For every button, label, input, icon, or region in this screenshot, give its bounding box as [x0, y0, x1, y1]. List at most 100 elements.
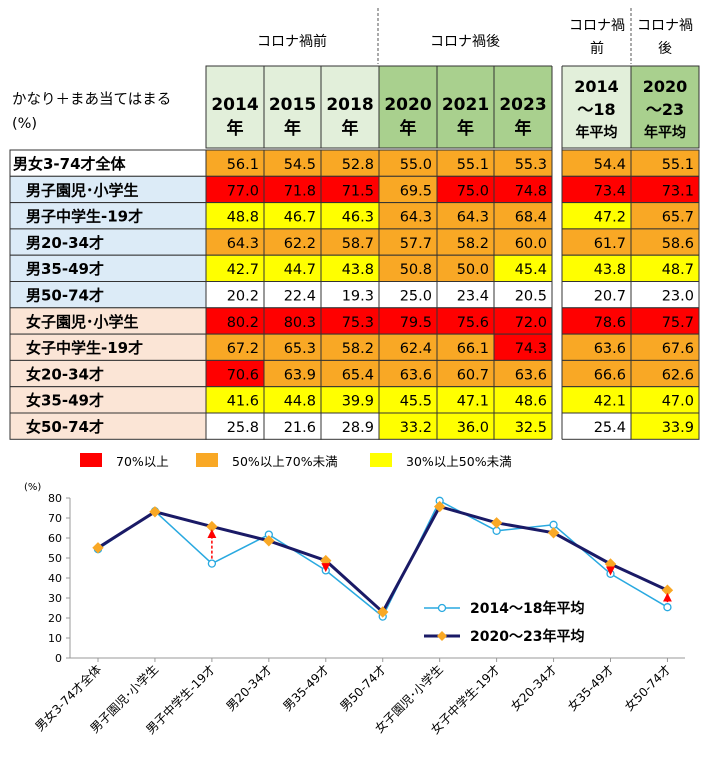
cell-value: 73.4	[594, 183, 626, 199]
x-tick-label: 女50-74才	[621, 662, 673, 714]
cell-fill	[436, 333, 495, 361]
cell-value: 64.3	[227, 236, 259, 252]
y-tick-label: 80	[48, 492, 62, 505]
cell-fill	[630, 175, 700, 204]
cell-fill	[378, 202, 438, 230]
cell-value: 20.7	[594, 289, 626, 305]
legend-swatch	[196, 453, 218, 467]
row-label: 男女3-74才全体	[13, 155, 127, 173]
row-label: 男35-49才	[26, 260, 104, 278]
x-tick-label: 女20-34才	[507, 662, 559, 714]
cell-value: 55.3	[515, 157, 547, 173]
cell-value: 43.8	[594, 262, 626, 278]
cell-fill	[263, 412, 322, 440]
cell-fill	[378, 175, 438, 204]
cell-value: 66.6	[594, 367, 626, 383]
column-header-6: 2014 ～18 年平均	[561, 65, 632, 149]
cell-fill	[493, 359, 553, 388]
column-header-2: 2018 年	[320, 65, 380, 149]
cell-fill	[493, 386, 553, 414]
cell-value: 48.7	[662, 262, 694, 278]
y-tick-label: 60	[48, 532, 62, 545]
cell-value: 60.0	[515, 236, 547, 252]
svg-text:～18: ～18	[577, 100, 615, 119]
cell-value: 32.5	[515, 420, 547, 436]
table-row: 男35-49才 42.7 44.7 43.8 50.8 50.0 45.4 43.8 48.7	[9, 254, 700, 282]
column-header-3: 2020 年	[378, 65, 438, 149]
legend-swatch	[80, 453, 102, 467]
svg-text:2021: 2021	[442, 95, 489, 115]
cell-value: 74.3	[515, 341, 547, 357]
series-point	[321, 566, 330, 575]
table-row: 男子園児･小学生 77.0 71.8 71.5 69.5 75.0 74.8 73.4 73.1	[9, 175, 700, 204]
cell-value: 45.5	[400, 394, 432, 410]
cell-fill	[561, 386, 632, 414]
cell-value: 47.2	[594, 210, 626, 226]
row-label: 女50-74才	[26, 418, 104, 436]
cell-value: 58.2	[342, 341, 374, 357]
cell-value: 55.1	[457, 157, 489, 173]
svg-text:年: 年	[457, 118, 474, 139]
cell-value: 21.6	[284, 420, 316, 436]
x-tick-label: 女35-49才	[564, 662, 616, 714]
cell-value: 72.0	[515, 315, 547, 331]
cell-fill	[493, 333, 553, 361]
svg-text:年平均: 年平均	[644, 124, 686, 141]
cell-fill	[436, 412, 495, 440]
unit-label: (%)	[12, 116, 37, 132]
table-row: 男20-34才 64.3 62.2 58.7 57.7 58.2 60.0 61.7 58.6	[9, 228, 700, 256]
column-header-5: 2023 年	[493, 65, 553, 149]
corner-label: かなり＋まあ当てはまる	[12, 91, 171, 108]
series-point	[663, 603, 672, 612]
cell-value: 42.7	[227, 262, 259, 278]
cell-fill	[263, 175, 322, 204]
cell-value: 46.3	[342, 210, 374, 226]
cell-fill	[320, 228, 380, 256]
cell-value: 80.3	[284, 315, 316, 331]
cell-value: 60.7	[457, 367, 489, 383]
series-point	[206, 520, 218, 533]
cell-value: 75.3	[342, 315, 374, 331]
cell-fill	[436, 359, 495, 388]
cell-fill	[263, 333, 322, 361]
cell-fill	[630, 149, 700, 177]
cell-fill	[205, 412, 265, 440]
cell-fill	[436, 307, 495, 335]
cell-value: 63.6	[594, 341, 626, 357]
cell-value: 65.4	[342, 367, 374, 383]
cell-value: 73.1	[662, 183, 694, 199]
cell-value: 20.5	[515, 289, 547, 305]
cell-fill	[320, 202, 380, 230]
cell-fill	[320, 412, 380, 440]
cell-value: 39.9	[342, 394, 374, 410]
svg-text:2020: 2020	[643, 77, 688, 96]
table-row: 女20-34才 70.6 63.9 65.4 63.6 60.7 63.6 66.6 62.6	[9, 359, 700, 388]
cell-value: 54.4	[594, 157, 626, 173]
column-header-1: 2015 年	[263, 65, 322, 149]
cell-value: 62.2	[284, 236, 316, 252]
color-legend: 70%以上 50%以上70%未満 30%以上50%未満	[0, 448, 710, 472]
row-label: 女子中学生-19才	[26, 339, 143, 357]
cell-value: 55.0	[400, 157, 432, 173]
legend-series-label: 2014～18年平均	[470, 600, 584, 617]
cell-value: 43.8	[342, 262, 374, 278]
cell-fill	[630, 228, 700, 256]
cell-fill	[436, 228, 495, 256]
y-tick-label: 10	[48, 632, 62, 645]
cell-value: 75.7	[662, 315, 694, 331]
data-table: コロナ禍前 コロナ禍後コロナ禍前コロナ禍後かなり＋まあ当てはまる(%)2014年2…	[9, 8, 700, 440]
cell-fill	[493, 254, 553, 282]
row-label: 男20-34才	[26, 234, 104, 252]
table-row: 男女3-74才全体 56.1 54.5 52.8 55.0 55.1 55.3 54.4 55.…	[9, 149, 700, 177]
cell-value: 36.0	[457, 420, 489, 436]
svg-text:年平均: 年平均	[576, 124, 618, 141]
table-row: 男子中学生-19才 48.8 46.7 46.3 64.3 64.3 68.4 47.2 65.…	[9, 202, 700, 230]
cell-fill	[205, 281, 265, 309]
svg-text:年: 年	[342, 118, 359, 139]
table-row: 女50-74才 25.8 21.6 28.9 33.2 36.0 32.5 25.4 33.9	[9, 412, 700, 440]
cell-value: 22.4	[284, 289, 316, 305]
cell-value: 70.6	[227, 367, 259, 383]
cell-value: 48.8	[227, 210, 259, 226]
svg-text:～23: ～23	[646, 100, 684, 119]
cell-fill	[263, 281, 322, 309]
